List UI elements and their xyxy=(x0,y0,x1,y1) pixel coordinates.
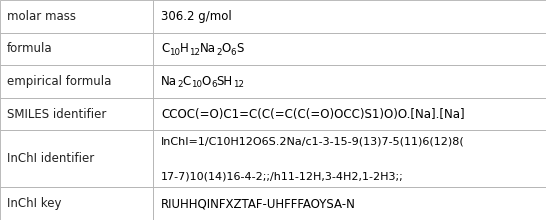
Text: InChI key: InChI key xyxy=(7,197,61,210)
Bar xyxy=(153,33,546,65)
Text: 17-7)10(14)16-4-2;;/h11-12H,3-4H2,1-2H3;;: 17-7)10(14)16-4-2;;/h11-12H,3-4H2,1-2H3;… xyxy=(161,171,404,181)
Text: O: O xyxy=(222,42,231,55)
Text: RIUHHQINFXZTAF-UHFFFAOYSA-N: RIUHHQINFXZTAF-UHFFFAOYSA-N xyxy=(161,197,356,210)
Text: InChI=1/C10H12O6S.2Na/c1-3-15-9(13)7-5(11)6(12)8(: InChI=1/C10H12O6S.2Na/c1-3-15-9(13)7-5(1… xyxy=(161,137,465,147)
Text: SH: SH xyxy=(217,75,233,88)
Bar xyxy=(153,98,546,130)
Text: S: S xyxy=(236,42,244,55)
Text: molar mass: molar mass xyxy=(7,10,75,23)
Text: Na: Na xyxy=(200,42,216,55)
Text: H: H xyxy=(180,42,189,55)
Bar xyxy=(0,98,153,130)
Text: InChI identifier: InChI identifier xyxy=(7,152,94,165)
Bar xyxy=(153,0,546,33)
Bar xyxy=(153,130,546,187)
Text: 306.2 g/mol: 306.2 g/mol xyxy=(161,10,232,23)
Text: CCOC(=O)C1=C(C(=C(C(=O)OCC)S1)O)O.[Na].[Na]: CCOC(=O)C1=C(C(=C(C(=O)OCC)S1)O)O.[Na].[… xyxy=(161,108,465,121)
Bar xyxy=(0,187,153,220)
Bar xyxy=(0,33,153,65)
Text: 6: 6 xyxy=(211,81,217,90)
Text: SMILES identifier: SMILES identifier xyxy=(7,108,106,121)
Text: C: C xyxy=(182,75,191,88)
Text: O: O xyxy=(202,75,211,88)
Bar xyxy=(153,187,546,220)
Text: 2: 2 xyxy=(177,81,182,90)
Text: 12: 12 xyxy=(233,81,244,90)
Text: empirical formula: empirical formula xyxy=(7,75,111,88)
Text: 12: 12 xyxy=(189,48,200,57)
Text: 10: 10 xyxy=(191,81,202,90)
Text: 2: 2 xyxy=(216,48,222,57)
Text: Na: Na xyxy=(161,75,177,88)
Bar xyxy=(0,130,153,187)
Text: 10: 10 xyxy=(169,48,180,57)
Bar xyxy=(0,65,153,98)
Bar xyxy=(0,0,153,33)
Text: C: C xyxy=(161,42,169,55)
Text: 6: 6 xyxy=(231,48,236,57)
Bar xyxy=(153,65,546,98)
Text: formula: formula xyxy=(7,42,52,55)
